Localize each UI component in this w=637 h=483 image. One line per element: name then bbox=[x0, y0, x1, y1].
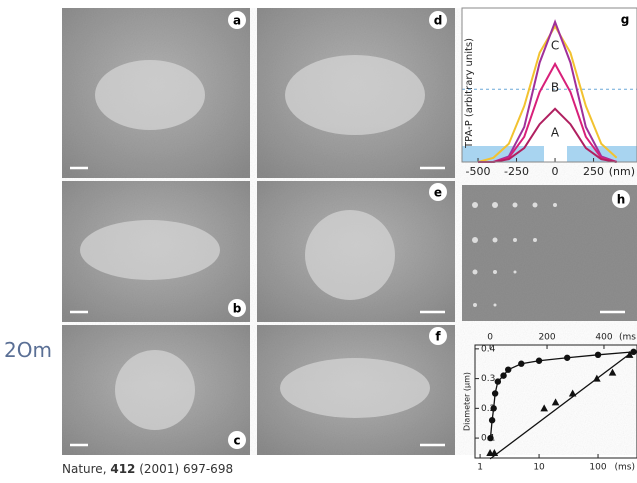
citation: Nature, 412 (2001) 697-698 bbox=[62, 462, 233, 476]
panel-label: b bbox=[233, 302, 242, 316]
x-tick-label: -250 bbox=[504, 165, 529, 178]
point bbox=[564, 355, 570, 361]
point bbox=[487, 435, 493, 441]
x2-tick-label: 0 bbox=[487, 333, 493, 343]
dot bbox=[472, 202, 478, 208]
x-unit: (nm) bbox=[609, 165, 635, 178]
dot bbox=[473, 303, 477, 307]
bull bbox=[305, 210, 395, 300]
volume: 412 bbox=[110, 462, 135, 476]
x2-unit: (ms bbox=[619, 333, 636, 343]
panel-label: d bbox=[434, 14, 443, 28]
panel-label: f bbox=[435, 330, 441, 344]
y-tick-label: 0.3 bbox=[481, 374, 495, 384]
chart-g bbox=[462, 8, 637, 162]
panel-label: e bbox=[434, 186, 442, 200]
dot bbox=[513, 203, 518, 208]
point bbox=[489, 417, 495, 423]
point bbox=[536, 358, 542, 364]
point bbox=[495, 378, 501, 384]
curve-label: B bbox=[551, 81, 559, 95]
dot bbox=[492, 202, 498, 208]
x2-tick-label: 200 bbox=[538, 333, 555, 343]
point bbox=[609, 369, 617, 376]
x-tick-label: 0 bbox=[552, 165, 559, 178]
bull bbox=[95, 60, 205, 130]
bull bbox=[285, 55, 425, 135]
point bbox=[490, 405, 496, 411]
dot bbox=[494, 304, 497, 307]
dot bbox=[553, 203, 557, 207]
panel-label: h bbox=[617, 193, 626, 207]
x-tick-label: 100 bbox=[589, 463, 606, 473]
y-tick-label: 0.4 bbox=[481, 344, 496, 354]
x-tick-label: 250 bbox=[583, 165, 604, 178]
dot bbox=[493, 270, 497, 274]
x-unit: (ms) bbox=[615, 463, 635, 473]
dot bbox=[472, 237, 478, 243]
point bbox=[552, 398, 560, 405]
scale-label: 2Om bbox=[4, 338, 52, 362]
dot bbox=[493, 238, 498, 243]
point bbox=[500, 372, 506, 378]
dot bbox=[514, 271, 517, 274]
point bbox=[518, 361, 524, 367]
page: {"figure": { "panels": ["a", "b", "c", "… bbox=[0, 0, 637, 483]
point bbox=[505, 366, 511, 372]
fit-line bbox=[490, 352, 633, 438]
x-tick-label: 1 bbox=[477, 463, 483, 473]
figure: a b c d e f h -500 -250 0 250 (nm) TPA-P (arbitrary … bbox=[0, 0, 637, 483]
x2-tick-label: 400 bbox=[595, 333, 612, 343]
y-label: TPA-P (arbitrary units) bbox=[464, 38, 475, 149]
pages: (2001) 697-698 bbox=[139, 462, 233, 476]
bull bbox=[115, 350, 195, 430]
point bbox=[595, 352, 601, 358]
dot bbox=[533, 238, 537, 242]
chart-background bbox=[462, 8, 637, 162]
panel-label: c bbox=[233, 434, 240, 448]
journal: Nature, bbox=[62, 462, 107, 476]
x-tick-label: -500 bbox=[466, 165, 491, 178]
curve-label: A bbox=[551, 125, 560, 139]
panel-label: g bbox=[621, 13, 630, 27]
dot bbox=[533, 203, 538, 208]
dot bbox=[473, 270, 478, 275]
curve-label: C bbox=[551, 39, 559, 53]
y-label: Diameter (µm) bbox=[463, 372, 472, 431]
bull-shapes bbox=[80, 55, 430, 430]
x-tick-label: 10 bbox=[533, 463, 545, 473]
dot bbox=[513, 238, 517, 242]
point bbox=[540, 404, 548, 411]
bull bbox=[280, 358, 430, 418]
point bbox=[492, 390, 498, 396]
bull bbox=[80, 220, 220, 280]
panel-label: a bbox=[233, 14, 241, 28]
sem-image bbox=[462, 185, 637, 321]
